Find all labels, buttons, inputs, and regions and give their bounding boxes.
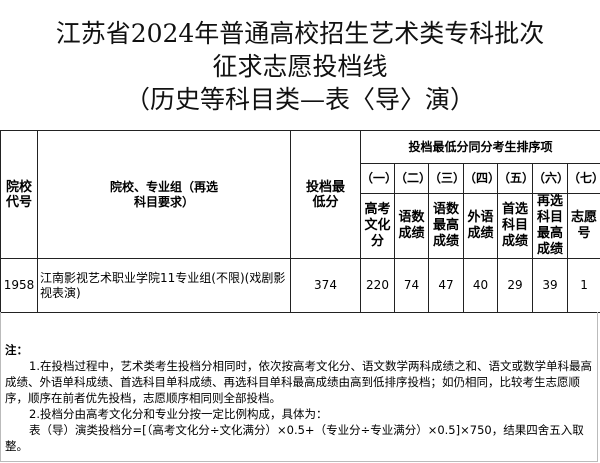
title-line-1: 江苏省2024年普通高校招生艺术类专科批次: [55, 19, 545, 48]
note-2: 2.投档分由高考文化分和专业分按一定比例构成，具体为：: [29, 407, 328, 421]
cell-rank-value: 40: [463, 258, 498, 313]
header-group: 院校、专业组（再选科目要求）: [37, 130, 291, 259]
notes-label: 注：: [5, 343, 28, 357]
rank-name: 再选科目最高成绩: [532, 193, 568, 259]
note-1: 1.在投档过程中，艺术类考生投档分相同时，依次按高考文化分、语文数学两科成绩之和…: [5, 359, 592, 405]
cell-rank-value: 29: [497, 258, 533, 313]
rank-number: （五）: [497, 163, 534, 194]
cell-code: 1958: [0, 258, 38, 313]
rank-name: 语数成绩: [394, 193, 429, 259]
title-line-3: （历史等科目类—表〈导〉演）: [124, 85, 475, 114]
rank-number: （六）: [532, 163, 569, 194]
cell-rank-value: 1: [566, 258, 600, 313]
cell-group: 江南影视艺术职业学院11专业组(不限)(戏剧影视表演): [37, 258, 291, 313]
admission-table: 院校代号 院校、专业组（再选科目要求） 投档最低分 投档最低分同分考生排序项 （…: [0, 130, 600, 313]
rank-number: （三）: [428, 163, 465, 194]
rank-name: 首选科目成绩: [497, 193, 533, 259]
cell-rank-value: 39: [532, 258, 568, 313]
rank-number: （一）: [360, 163, 397, 194]
title-line-2: 征求志愿投档线: [212, 52, 388, 81]
note-3: 表（导）演类投档分=[（高考文化分÷文化满分）×0.5+（专业分÷专业满分）×0…: [5, 423, 584, 453]
rank-number: （七）: [566, 163, 600, 194]
header-min-score: 投档最低分: [290, 130, 361, 259]
rank-name: 语数最高成绩: [428, 193, 464, 259]
rank-name: 高考文化分: [360, 193, 395, 259]
header-rank-items: 投档最低分同分考生排序项: [359, 130, 600, 164]
cell-min-score: 374: [290, 258, 361, 313]
notes: 注： 1.在投档过程中，艺术类考生投档分相同时，依次按高考文化分、语文数学两科成…: [0, 312, 598, 462]
header-code: 院校代号: [0, 130, 38, 259]
rank-name: 外语成绩: [463, 193, 498, 259]
cell-rank-value: 47: [428, 258, 464, 313]
rank-number: （二）: [394, 163, 431, 194]
rank-number: （四）: [463, 163, 500, 194]
rank-name: 志愿号: [566, 193, 600, 259]
cell-rank-value: 220: [360, 258, 395, 313]
cell-rank-value: 74: [394, 258, 429, 313]
